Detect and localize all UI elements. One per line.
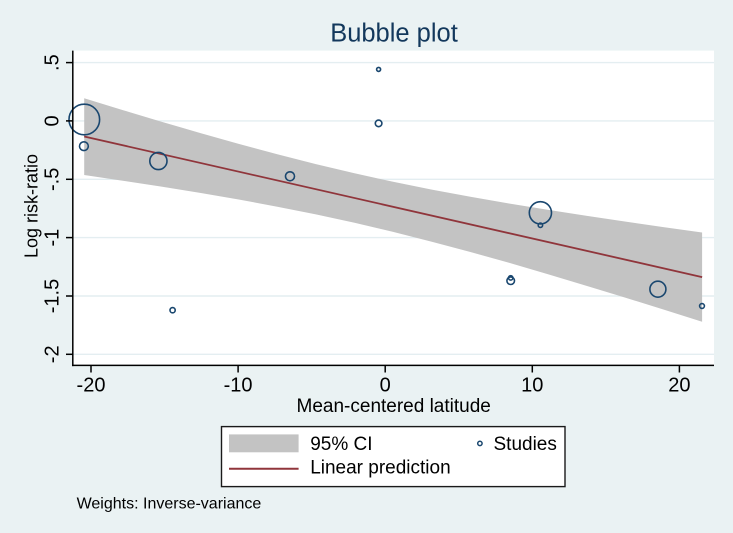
svg-text:95% CI: 95% CI [310,434,372,455]
svg-text:-1.5: -1.5 [42,279,64,313]
svg-text:0: 0 [380,374,391,396]
svg-text:.5: .5 [42,54,64,71]
svg-text:-1: -1 [42,229,64,247]
svg-text:-20: -20 [77,374,106,396]
svg-text:Log risk-ratio: Log risk-ratio [21,154,41,258]
svg-text:Linear prediction: Linear prediction [310,458,450,479]
svg-text:-.5: -.5 [42,168,64,191]
svg-text:Mean-centered latitude: Mean-centered latitude [297,396,491,417]
svg-text:-2: -2 [42,345,64,363]
svg-text:Studies: Studies [494,434,557,455]
svg-text:-10: -10 [224,374,253,396]
svg-text:Bubble plot: Bubble plot [330,20,458,48]
svg-text:0: 0 [42,115,64,126]
svg-text:Weights: Inverse-variance: Weights: Inverse-variance [77,496,262,513]
svg-text:10: 10 [521,374,543,396]
svg-text:20: 20 [668,374,690,396]
